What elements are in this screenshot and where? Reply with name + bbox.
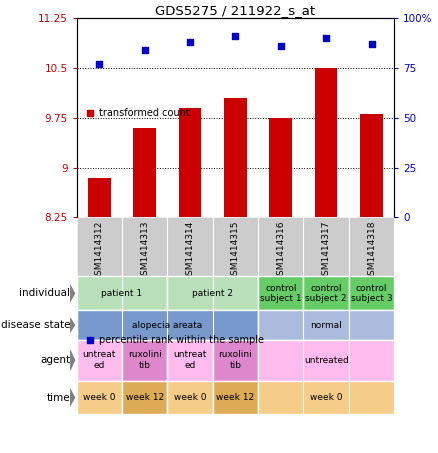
Bar [179,108,201,217]
Text: individual: individual [19,288,70,299]
Text: time: time [46,392,70,403]
Text: week 0: week 0 [83,393,116,402]
Bar [133,128,156,217]
Text: GSM1414312: GSM1414312 [95,221,104,281]
Point [323,34,330,42]
Bar [304,276,349,310]
Text: GSM1414313: GSM1414313 [140,221,149,281]
Point [187,39,194,46]
Text: untreat
ed: untreat ed [173,351,207,370]
Bar [167,340,213,381]
Text: percentile rank within the sample: percentile rank within the sample [99,335,264,345]
Text: control
subject 3: control subject 3 [351,284,392,303]
Point [368,40,375,48]
Bar [77,340,122,381]
Text: disease state: disease state [0,320,70,330]
Text: week 12: week 12 [216,393,254,402]
Text: agent: agent [40,355,70,365]
Bar [213,340,258,381]
Text: transformed count: transformed count [99,108,189,118]
Text: GSM1414316: GSM1414316 [276,221,285,281]
Bar [77,310,258,340]
Point [232,33,239,40]
Text: normal: normal [310,321,342,329]
Text: patient 2: patient 2 [192,289,233,298]
Point [86,436,93,443]
Bar [88,178,111,217]
Point [86,419,93,427]
Bar [213,381,258,414]
Bar [122,340,167,381]
Text: control
subject 2: control subject 2 [305,284,347,303]
Bar [258,340,394,381]
Text: GSM1414318: GSM1414318 [367,221,376,281]
Text: GSM1414317: GSM1414317 [321,221,331,281]
Text: week 0: week 0 [310,393,343,402]
Bar [258,310,394,340]
Bar [122,381,167,414]
Text: control
subject 1: control subject 1 [260,284,302,303]
Point [96,60,103,67]
Text: GSM1414314: GSM1414314 [186,221,194,281]
Bar [258,276,304,310]
Text: alopecia areata: alopecia areata [132,321,202,329]
Bar [167,381,213,414]
Text: untreat
ed: untreat ed [83,351,116,370]
Bar [360,115,383,217]
Title: GDS5275 / 211922_s_at: GDS5275 / 211922_s_at [155,4,315,17]
Point [141,46,148,53]
Bar [349,276,394,310]
Bar [258,381,394,414]
Point [277,43,284,50]
Text: week 0: week 0 [174,393,206,402]
Bar [315,68,338,217]
Bar [224,98,247,217]
Text: week 12: week 12 [126,393,164,402]
Text: untreated: untreated [304,356,349,365]
Bar [77,276,167,310]
Bar [167,276,258,310]
Text: ruxolini
tib: ruxolini tib [128,351,162,370]
Text: GSM1414315: GSM1414315 [231,221,240,281]
Text: patient 1: patient 1 [102,289,143,298]
Bar [269,118,292,217]
Bar [77,381,122,414]
Text: ruxolini
tib: ruxolini tib [219,351,252,370]
